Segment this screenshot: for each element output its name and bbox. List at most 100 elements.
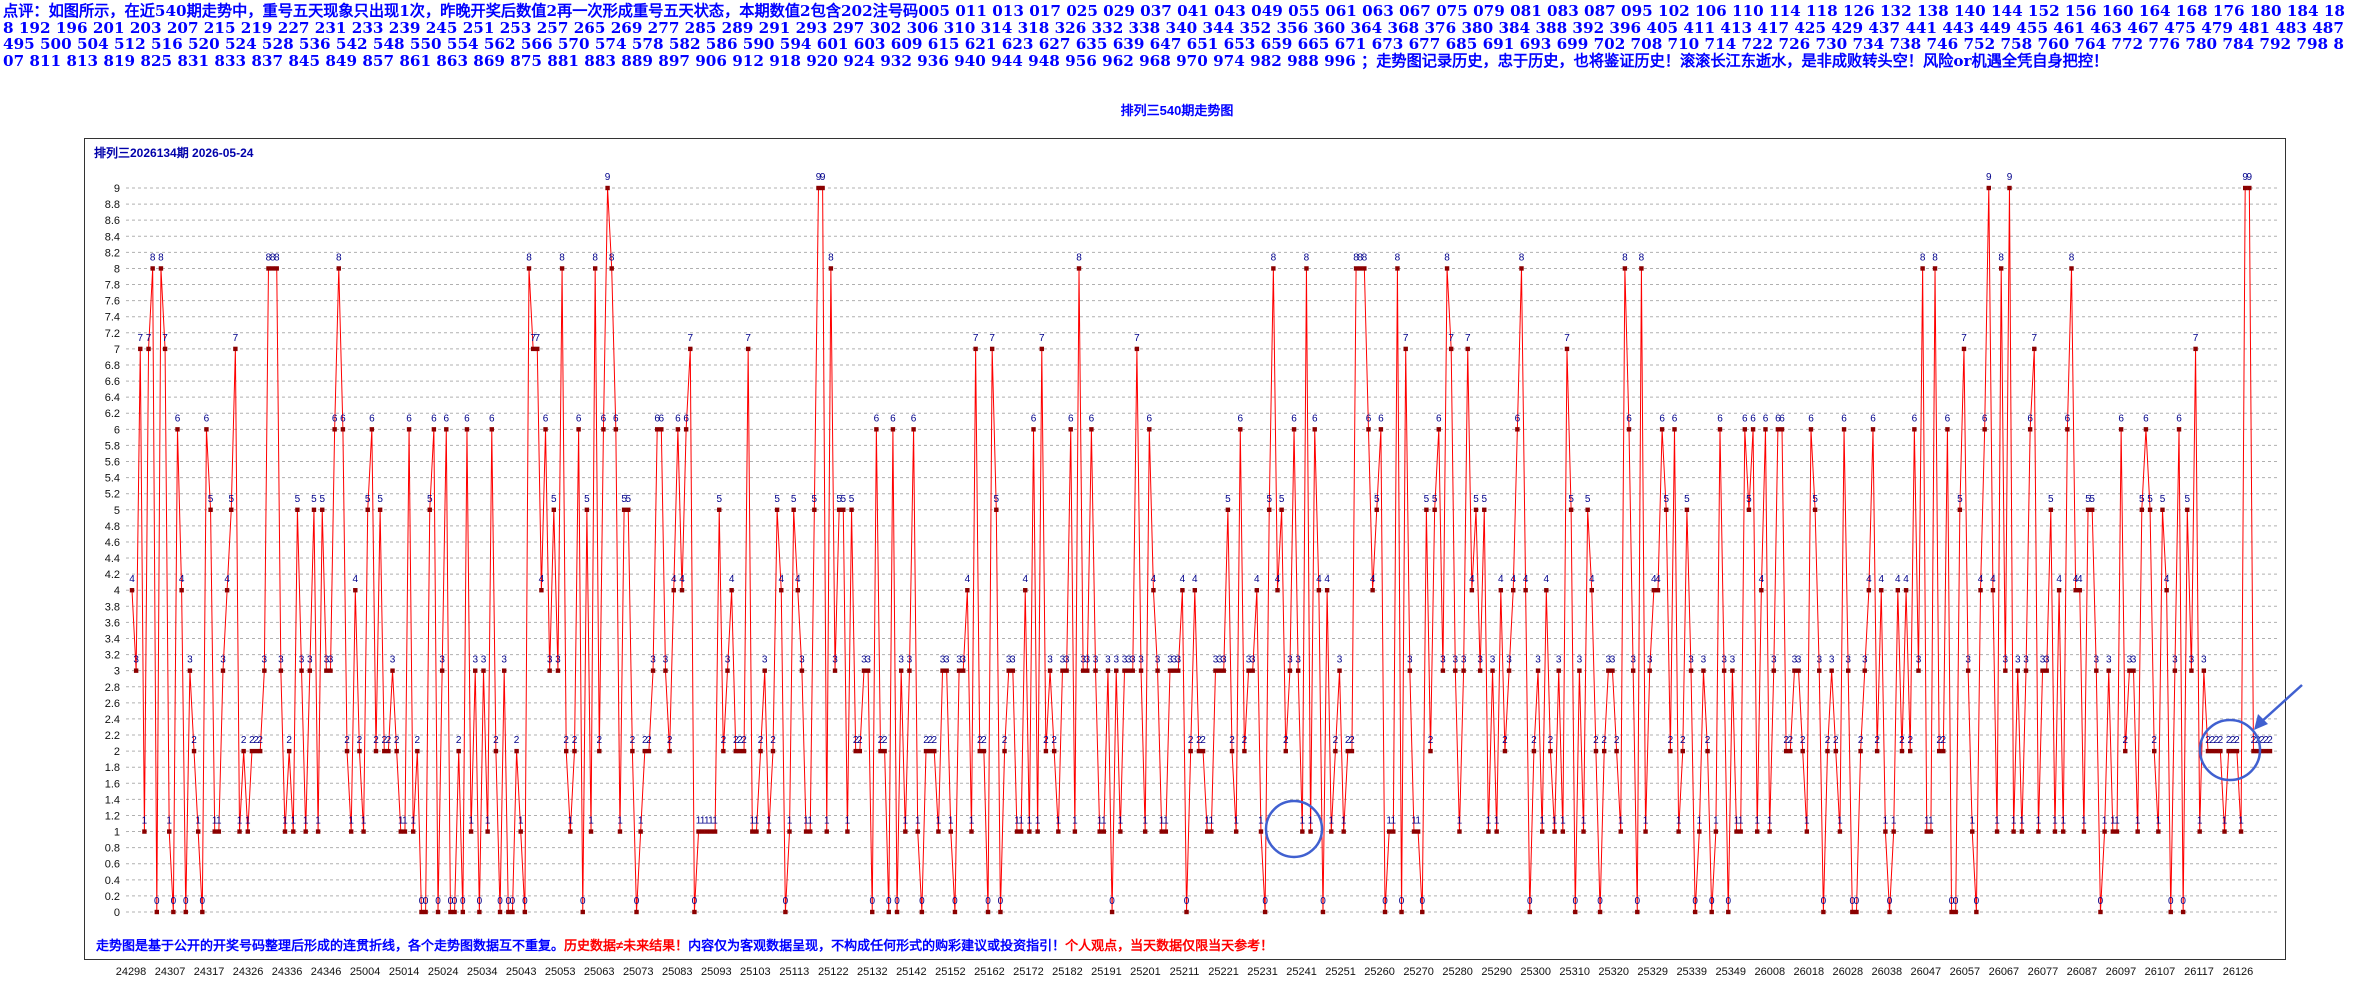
data-label: 6 xyxy=(2118,413,2124,424)
data-label: 3 xyxy=(1506,655,1512,666)
data-point xyxy=(1734,829,1739,834)
data-label: 3 xyxy=(1829,655,1835,666)
data-point xyxy=(915,829,920,834)
data-label: 6 xyxy=(1763,413,1769,424)
data-point xyxy=(795,588,800,593)
data-point xyxy=(1726,909,1731,915)
data-point xyxy=(1126,668,1131,673)
data-label: 5 xyxy=(2048,494,2054,505)
data-label: 1 xyxy=(2102,816,2108,827)
data-point xyxy=(1076,266,1082,271)
data-point xyxy=(1812,507,1818,512)
data-point xyxy=(1858,748,1863,754)
data-label: 4 xyxy=(2073,574,2079,585)
data-point xyxy=(1651,588,1657,593)
data-label: 1 xyxy=(2036,816,2042,827)
data-point xyxy=(1870,427,1876,432)
data-point xyxy=(865,668,871,673)
data-label: 3 xyxy=(956,655,962,666)
data-label: 6 xyxy=(675,413,681,424)
data-label: 5 xyxy=(295,494,301,505)
data-label: 1 xyxy=(282,816,288,827)
data-point xyxy=(923,748,929,754)
data-label: 5 xyxy=(1424,494,1430,505)
data-label: 1 xyxy=(2060,816,2066,827)
data-point xyxy=(282,829,288,834)
data-point xyxy=(1233,829,1239,834)
data-label: 1 xyxy=(588,816,594,827)
data-label: 3 xyxy=(663,655,669,666)
data-label: 1 xyxy=(700,816,706,827)
data-label: 2 xyxy=(667,735,673,746)
x-tick-label: 25073 xyxy=(623,966,654,978)
y-tick-label: 2 xyxy=(114,746,120,758)
data-point xyxy=(266,266,271,271)
data-point xyxy=(1333,748,1338,754)
data-point xyxy=(518,829,523,834)
y-tick-label: 6 xyxy=(114,424,120,436)
footer-note: 走势图是基于公开的开奖号码整理后形成的连贯折线，各个走势图数据互不重复。历史数据… xyxy=(96,935,1273,954)
data-point xyxy=(1453,668,1458,673)
data-label: 5 xyxy=(1481,494,1487,505)
data-label: 6 xyxy=(890,413,896,424)
footer-disclaimer: 走势图是基于公开的开奖号码整理后形成的连贯折线，各个走势图数据互不重复。 xyxy=(96,938,565,953)
data-point xyxy=(1097,829,1102,834)
data-point xyxy=(1850,909,1855,915)
data-point xyxy=(783,909,788,915)
data-label: 7 xyxy=(534,333,540,344)
data-label: 8 xyxy=(1362,252,1368,263)
data-point xyxy=(1068,427,1073,432)
x-tick-label: 26028 xyxy=(1833,966,1864,978)
data-point xyxy=(857,748,863,754)
data-point xyxy=(183,909,188,915)
data-label: 2 xyxy=(1833,735,1839,746)
data-label: 6 xyxy=(1750,413,1756,424)
data-point xyxy=(973,346,978,352)
data-point xyxy=(195,829,201,834)
data-label: 6 xyxy=(1312,413,1318,424)
data-label: 7 xyxy=(2032,333,2038,344)
y-tick-label: 2.4 xyxy=(105,714,120,726)
data-point xyxy=(468,829,474,834)
data-point xyxy=(1341,829,1346,834)
data-label: 3 xyxy=(1577,655,1583,666)
data-point xyxy=(1085,668,1090,673)
data-point xyxy=(733,748,738,754)
data-label: 2 xyxy=(857,735,863,746)
data-point xyxy=(1283,748,1288,754)
data-point xyxy=(1560,829,1566,834)
data-label: 6 xyxy=(431,413,437,424)
data-point xyxy=(961,668,966,673)
data-label: 3 xyxy=(1862,655,1868,666)
data-label: 0 xyxy=(919,896,925,907)
data-label: 2 xyxy=(646,735,652,746)
data-label: 0 xyxy=(1597,896,1603,907)
data-label: 8 xyxy=(1920,252,1926,263)
data-label: 0 xyxy=(183,896,189,907)
data-point xyxy=(1717,427,1723,432)
data-point xyxy=(1444,266,1450,271)
data-point xyxy=(568,829,573,834)
data-point xyxy=(1118,829,1123,834)
data-point xyxy=(1060,668,1065,673)
data-label: 6 xyxy=(489,413,495,424)
data-point xyxy=(994,507,999,512)
data-label: 7 xyxy=(233,333,239,344)
data-point xyxy=(1366,427,1371,432)
data-point xyxy=(1494,829,1499,834)
data-label: 3 xyxy=(390,655,396,666)
data-label: 1 xyxy=(142,816,148,827)
data-point xyxy=(1597,909,1603,915)
data-point xyxy=(2139,507,2145,512)
y-tick-label: 1.2 xyxy=(105,810,120,822)
data-point xyxy=(1147,427,1152,432)
data-label: 2 xyxy=(286,735,292,746)
data-point xyxy=(2052,829,2058,834)
data-label: 2 xyxy=(2263,735,2269,746)
data-point xyxy=(142,829,147,834)
data-label: 7 xyxy=(1403,333,1409,344)
data-point xyxy=(754,829,759,834)
data-label: 6 xyxy=(464,413,470,424)
data-label: 5 xyxy=(1585,494,1591,505)
y-tick-label: 5.4 xyxy=(105,473,120,485)
